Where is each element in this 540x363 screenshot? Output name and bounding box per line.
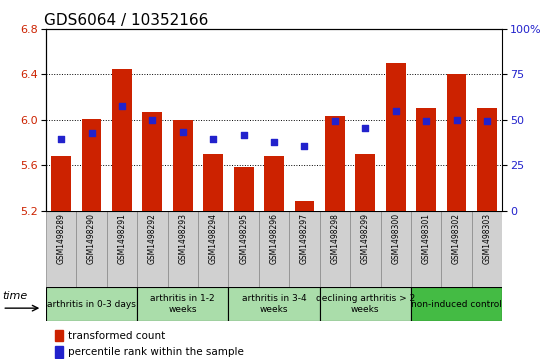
Bar xyxy=(143,112,162,211)
Point xyxy=(148,117,157,123)
Text: GSM1498299: GSM1498299 xyxy=(361,213,370,264)
Bar xyxy=(51,156,71,211)
Bar xyxy=(112,69,132,211)
Text: GSM1498302: GSM1498302 xyxy=(452,213,461,264)
Text: GSM1498295: GSM1498295 xyxy=(239,213,248,264)
Bar xyxy=(320,287,411,321)
Bar xyxy=(447,74,467,211)
Text: non-induced control: non-induced control xyxy=(411,299,502,309)
Point xyxy=(178,129,187,135)
Text: percentile rank within the sample: percentile rank within the sample xyxy=(68,347,244,357)
Bar xyxy=(264,156,284,211)
Text: arthritis in 1-2
weeks: arthritis in 1-2 weeks xyxy=(151,294,215,314)
Bar xyxy=(167,211,198,287)
Bar xyxy=(46,287,137,321)
Bar xyxy=(198,211,228,287)
Point xyxy=(300,143,309,149)
Point xyxy=(209,136,218,142)
Text: GSM1498292: GSM1498292 xyxy=(148,213,157,264)
Bar xyxy=(204,154,223,211)
Text: GSM1498293: GSM1498293 xyxy=(178,213,187,264)
Point xyxy=(57,136,65,142)
Bar xyxy=(411,287,502,321)
Text: arthritis in 3-4
weeks: arthritis in 3-4 weeks xyxy=(242,294,306,314)
Bar xyxy=(259,211,289,287)
Bar xyxy=(107,211,137,287)
Point xyxy=(361,125,369,131)
Point xyxy=(87,131,96,136)
Bar xyxy=(173,120,193,211)
Text: GSM1498300: GSM1498300 xyxy=(391,213,400,264)
Bar xyxy=(416,109,436,211)
Bar xyxy=(76,211,107,287)
Point xyxy=(330,118,339,124)
Text: GSM1498294: GSM1498294 xyxy=(208,213,218,264)
Bar xyxy=(472,211,502,287)
Bar xyxy=(386,63,406,211)
Bar xyxy=(234,167,253,211)
Text: GSM1498289: GSM1498289 xyxy=(57,213,66,264)
Text: GSM1498296: GSM1498296 xyxy=(269,213,279,264)
Bar xyxy=(137,211,167,287)
Bar xyxy=(228,287,320,321)
Text: GSM1498303: GSM1498303 xyxy=(483,213,491,264)
Point xyxy=(239,132,248,138)
Text: GSM1498291: GSM1498291 xyxy=(118,213,126,264)
Text: GSM1498301: GSM1498301 xyxy=(422,213,431,264)
Bar xyxy=(441,211,472,287)
Bar xyxy=(228,211,259,287)
Bar xyxy=(289,211,320,287)
Text: GSM1498298: GSM1498298 xyxy=(330,213,339,264)
Text: arthritis in 0-3 days: arthritis in 0-3 days xyxy=(47,299,136,309)
Text: declining arthritis > 2
weeks: declining arthritis > 2 weeks xyxy=(316,294,415,314)
Bar xyxy=(137,287,228,321)
Bar xyxy=(477,109,497,211)
Bar xyxy=(325,117,345,211)
Bar xyxy=(350,211,381,287)
Point xyxy=(118,103,126,109)
Bar xyxy=(295,201,314,211)
Bar xyxy=(320,211,350,287)
Bar xyxy=(381,211,411,287)
Text: transformed count: transformed count xyxy=(68,331,165,341)
Bar xyxy=(55,346,63,358)
Bar xyxy=(411,211,441,287)
Bar xyxy=(46,211,76,287)
Text: GSM1498290: GSM1498290 xyxy=(87,213,96,264)
Point xyxy=(392,108,400,114)
Point xyxy=(483,118,491,124)
Bar xyxy=(82,119,102,211)
Text: GDS6064 / 10352166: GDS6064 / 10352166 xyxy=(44,13,208,28)
Bar xyxy=(355,154,375,211)
Bar xyxy=(55,330,63,341)
Text: time: time xyxy=(2,291,28,301)
Point xyxy=(453,117,461,123)
Point xyxy=(422,118,430,124)
Text: GSM1498297: GSM1498297 xyxy=(300,213,309,264)
Point xyxy=(270,140,279,146)
